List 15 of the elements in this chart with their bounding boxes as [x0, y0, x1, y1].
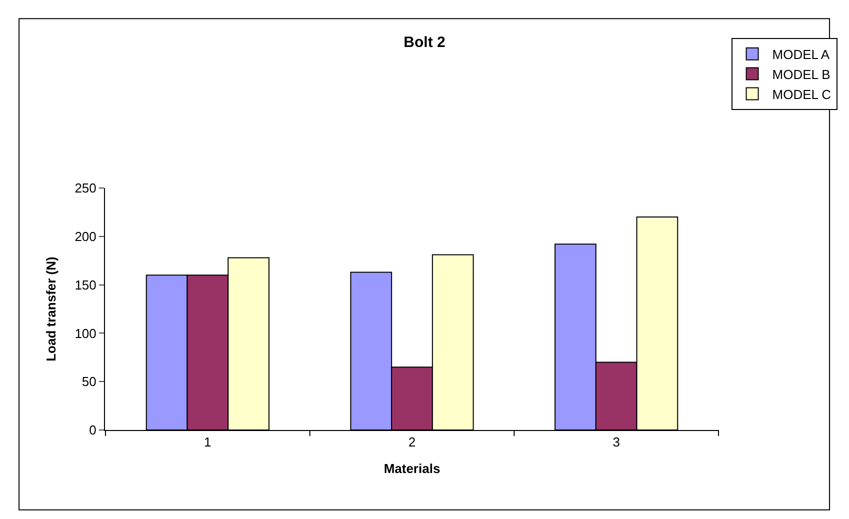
y-tick-label: 100 — [74, 326, 96, 341]
legend-label: MODEL B — [772, 66, 830, 82]
y-tick-label: 150 — [74, 277, 96, 292]
x-tick-label: 2 — [408, 434, 416, 450]
x-axis-title: Materials — [384, 461, 440, 476]
chart-title: Bolt 2 — [404, 34, 446, 51]
y-tick-label: 0 — [89, 422, 96, 438]
y-tick-label: 50 — [82, 374, 96, 390]
y-axis-title: Load transfer (N) — [44, 256, 59, 362]
legend-label: MODEL A — [772, 46, 830, 62]
x-tick-label: 1 — [204, 434, 212, 450]
x-tick-label: 3 — [612, 434, 620, 450]
y-tick-label: 250 — [74, 180, 96, 196]
y-tick-label: 200 — [74, 228, 96, 244]
legend-label: MODEL C — [772, 86, 832, 102]
